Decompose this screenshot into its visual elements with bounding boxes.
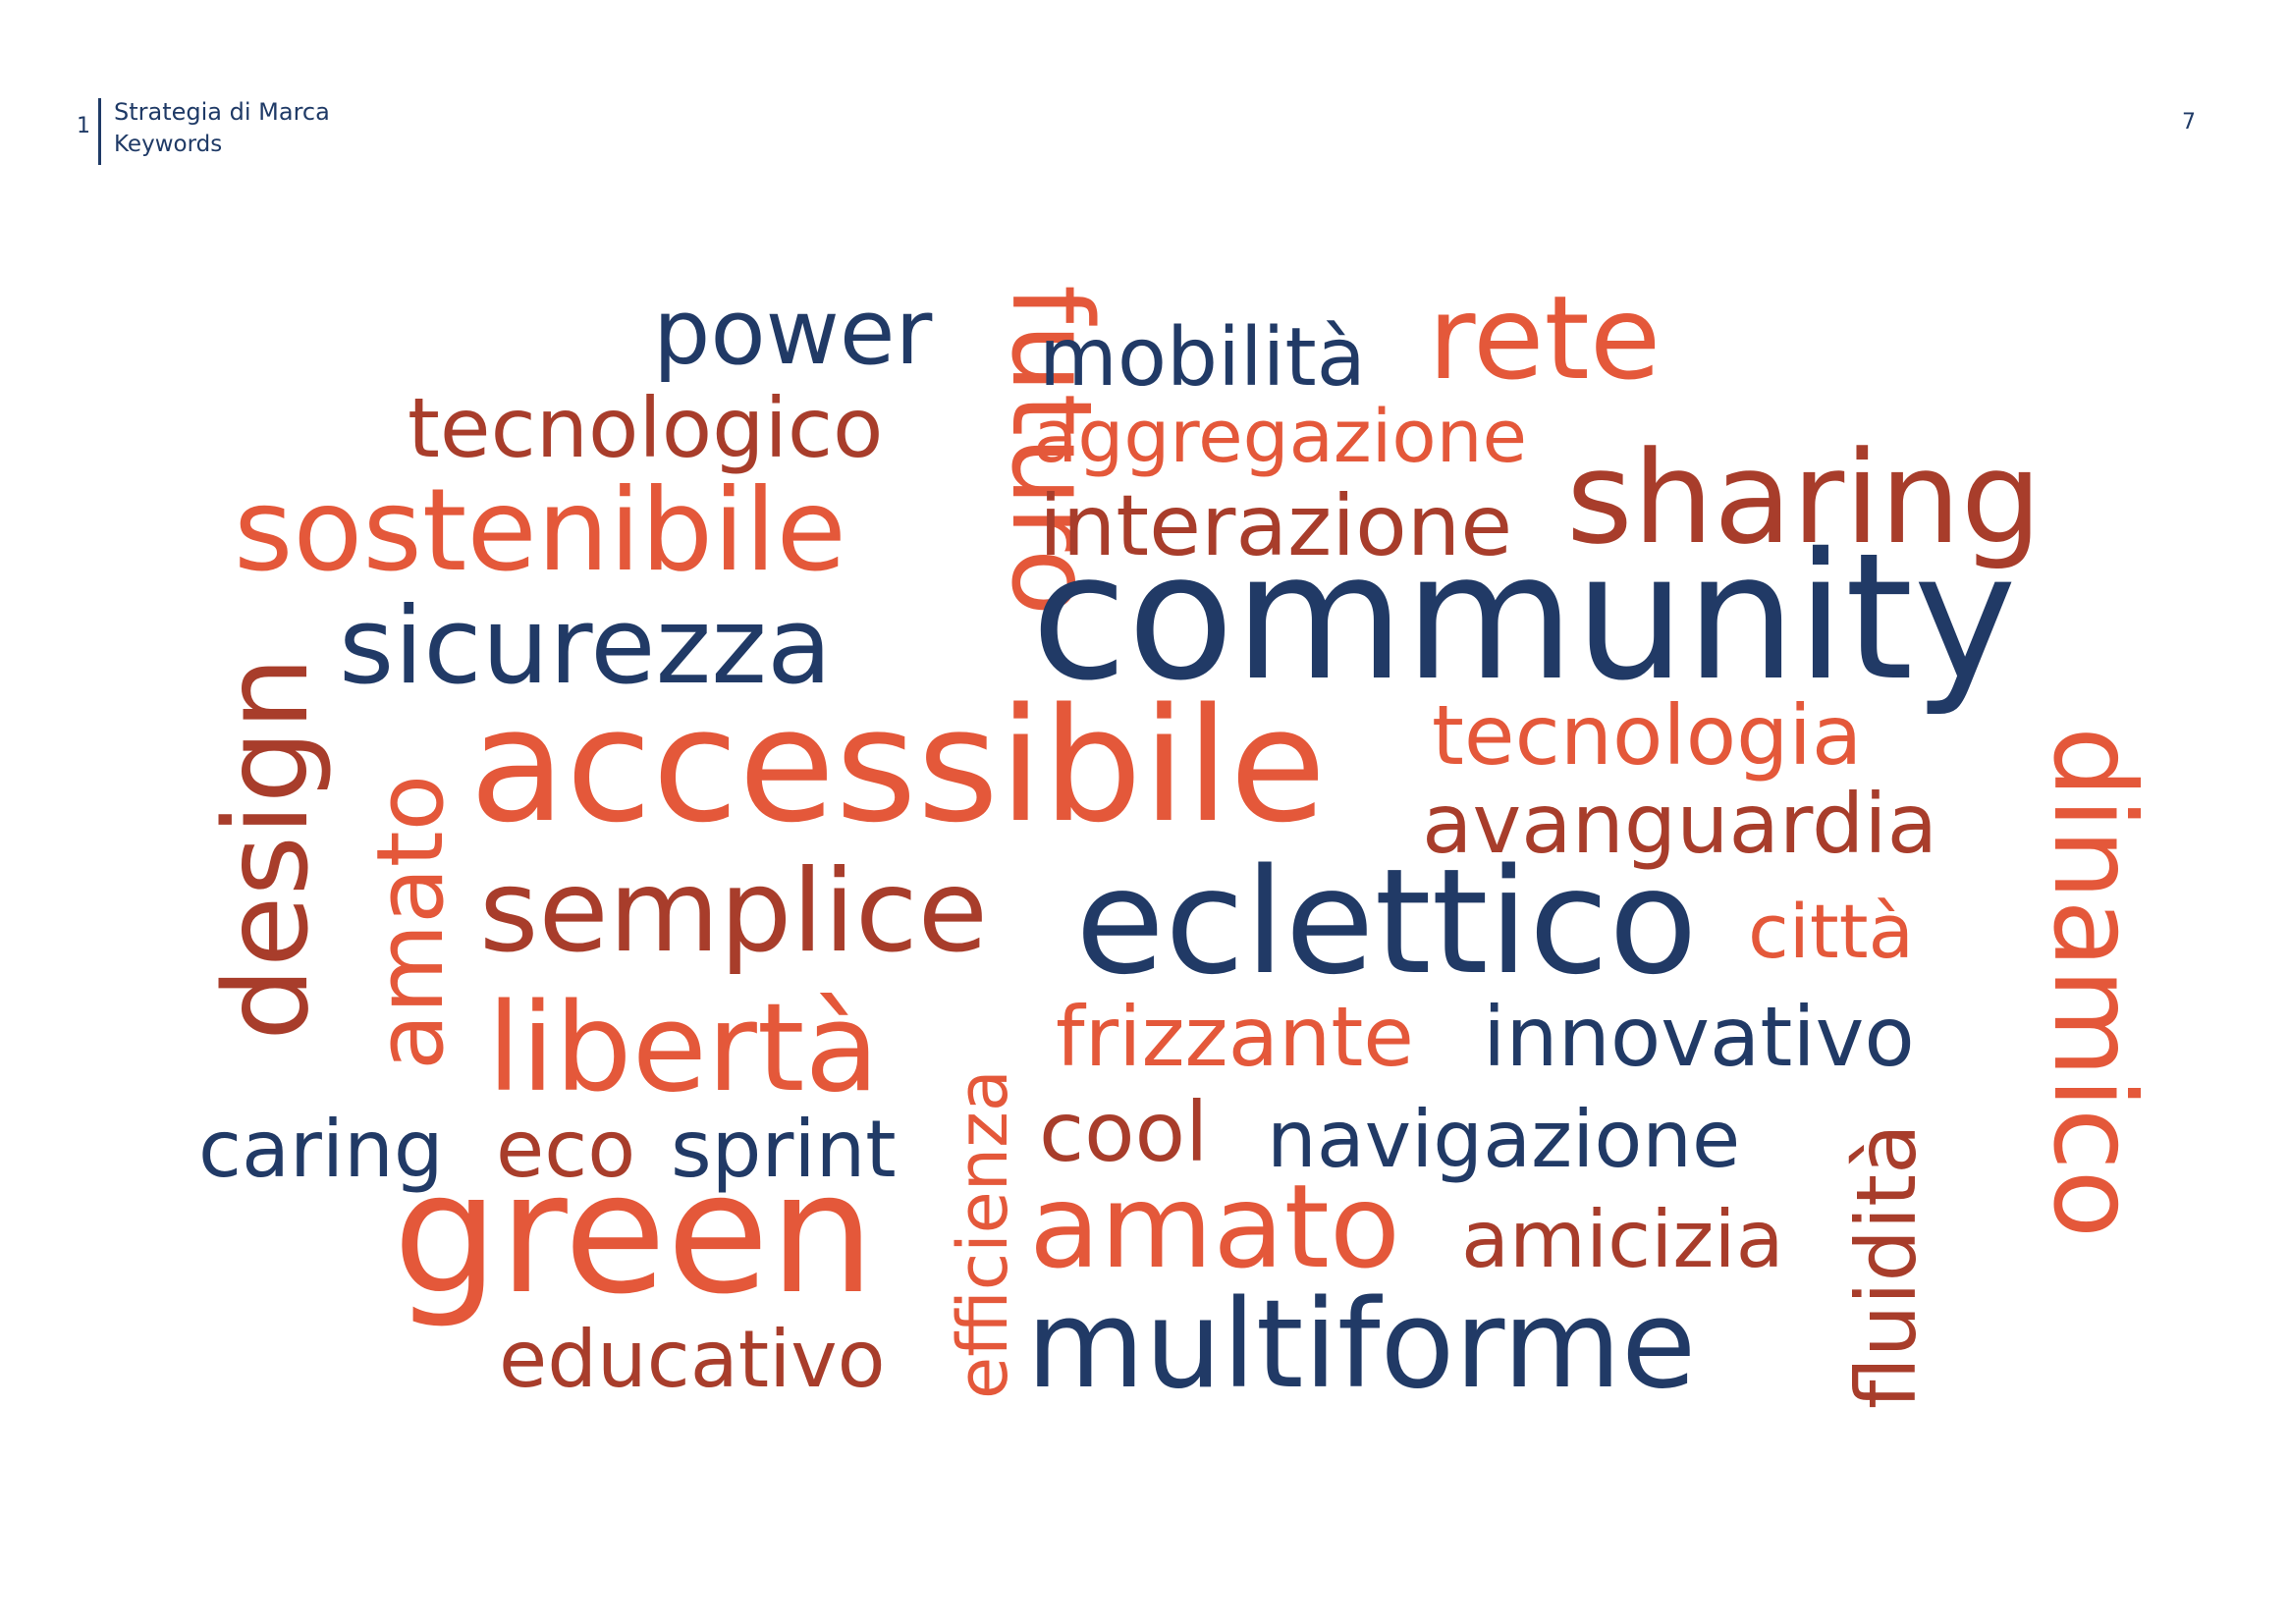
keyword-amato-vertical: amato — [357, 775, 464, 1070]
keyword-semplice: semplice — [479, 845, 988, 978]
keyword-tecnologico: tecnologico — [408, 380, 883, 476]
keyword-caring: caring — [198, 1104, 444, 1195]
section-number: 1 — [77, 114, 90, 138]
section-subtitle: Keywords — [114, 132, 223, 157]
keyword-innovativo: innovativo — [1483, 989, 1915, 1085]
keyword-multiforme: multiforme — [1026, 1274, 1696, 1416]
section-title: Strategia di Marca — [114, 98, 330, 126]
keyword-dinamico: dinamico — [2029, 727, 2159, 1238]
keyword-rete: rete — [1428, 270, 1661, 406]
keyword-eclettico: eclettico — [1075, 838, 1698, 1006]
keyword-amicizia: amicizia — [1461, 1194, 1784, 1285]
keyword-accessibile: accessibile — [469, 674, 1327, 857]
keyword-navigazione: navigazione — [1267, 1094, 1740, 1185]
keyword-sostenibile: sostenibile — [234, 464, 846, 597]
keyword-power: power — [653, 280, 933, 385]
keyword-liberta: libertà — [487, 978, 880, 1119]
keyword-educativo: educativo — [499, 1314, 886, 1405]
keyword-design: design — [198, 657, 334, 1041]
keyword-futuro: futuro — [987, 285, 1115, 616]
keyword-cool: cool — [1039, 1084, 1208, 1180]
keyword-avanguardia: avanguardia — [1422, 776, 1937, 872]
keyword-eco: eco — [496, 1104, 635, 1195]
keyword-frizzante: frizzante — [1056, 989, 1414, 1085]
page-number: 7 — [2182, 110, 2196, 135]
keyword-fluidita: fluidità — [1838, 1123, 1935, 1409]
keyword-tecnologia: tecnologia — [1432, 687, 1862, 784]
keyword-efficienza: efficienza — [943, 1069, 1023, 1399]
keyword-sharing: sharing — [1566, 423, 2042, 572]
keyword-amato: amato — [1029, 1159, 1400, 1294]
keyword-sicurezza: sicurezza — [339, 585, 832, 708]
keyword-sprint: sprint — [671, 1104, 897, 1195]
keyword-interazione: interazione — [1039, 477, 1512, 575]
keyword-citta: città — [1748, 888, 1914, 975]
keyword-mobilita: mobilità — [1039, 311, 1366, 405]
header-divider — [98, 98, 101, 165]
keyword-green: green — [393, 1137, 875, 1331]
keyword-community: community — [1031, 515, 2017, 719]
keyword-aggregazione: aggregazione — [1033, 395, 1527, 479]
